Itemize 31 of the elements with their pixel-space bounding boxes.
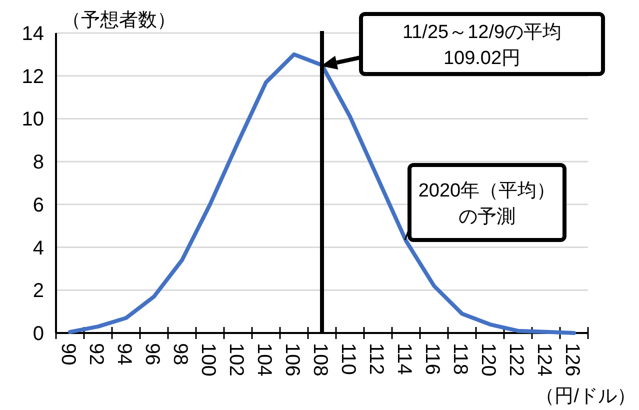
- annotation: 11/25～12/9の平均 109.02円: [402, 22, 562, 69]
- x-tick-label: 102: [225, 343, 247, 376]
- y-tick-label: 14: [22, 23, 44, 45]
- x-tick-label: 116: [421, 343, 443, 375]
- y-tick-label: 12: [22, 66, 44, 88]
- y-tick-label: 10: [22, 108, 44, 131]
- x-tick-label: 108: [309, 343, 331, 376]
- x-tick-label: 94: [113, 343, 135, 366]
- x-tick-label: 114: [393, 343, 415, 375]
- x-tick-label: 96: [141, 343, 163, 366]
- y-tick-label: 6: [32, 194, 44, 216]
- x-tick-label: 98: [169, 343, 191, 366]
- x-tick-label: 118: [449, 343, 471, 375]
- y-tick-label: 8: [32, 152, 44, 174]
- x-tick-label: 90: [57, 343, 79, 366]
- x-tick-label: 106: [281, 343, 303, 376]
- x-tick-label: 112: [365, 343, 387, 375]
- x-tick-label: 124: [533, 343, 555, 376]
- y-axis-title: （予想者数）: [62, 10, 176, 31]
- x-axis-title: （円/ドル）: [536, 386, 636, 407]
- x-tick-label: 122: [505, 343, 527, 376]
- annotation: 2020年（平均）の予測: [418, 180, 556, 228]
- x-tick-label: 120: [477, 343, 499, 376]
- y-tick-label: 0: [32, 323, 44, 345]
- x-tick-label: 104: [253, 343, 275, 376]
- x-tick-label: 126: [561, 343, 583, 376]
- y-tick-label: 2: [32, 280, 44, 302]
- x-tick-label: 92: [85, 343, 107, 366]
- x-tick-label: 100: [197, 343, 219, 376]
- x-tick-label: 110: [337, 343, 359, 375]
- y-tick-label: 4: [32, 237, 44, 260]
